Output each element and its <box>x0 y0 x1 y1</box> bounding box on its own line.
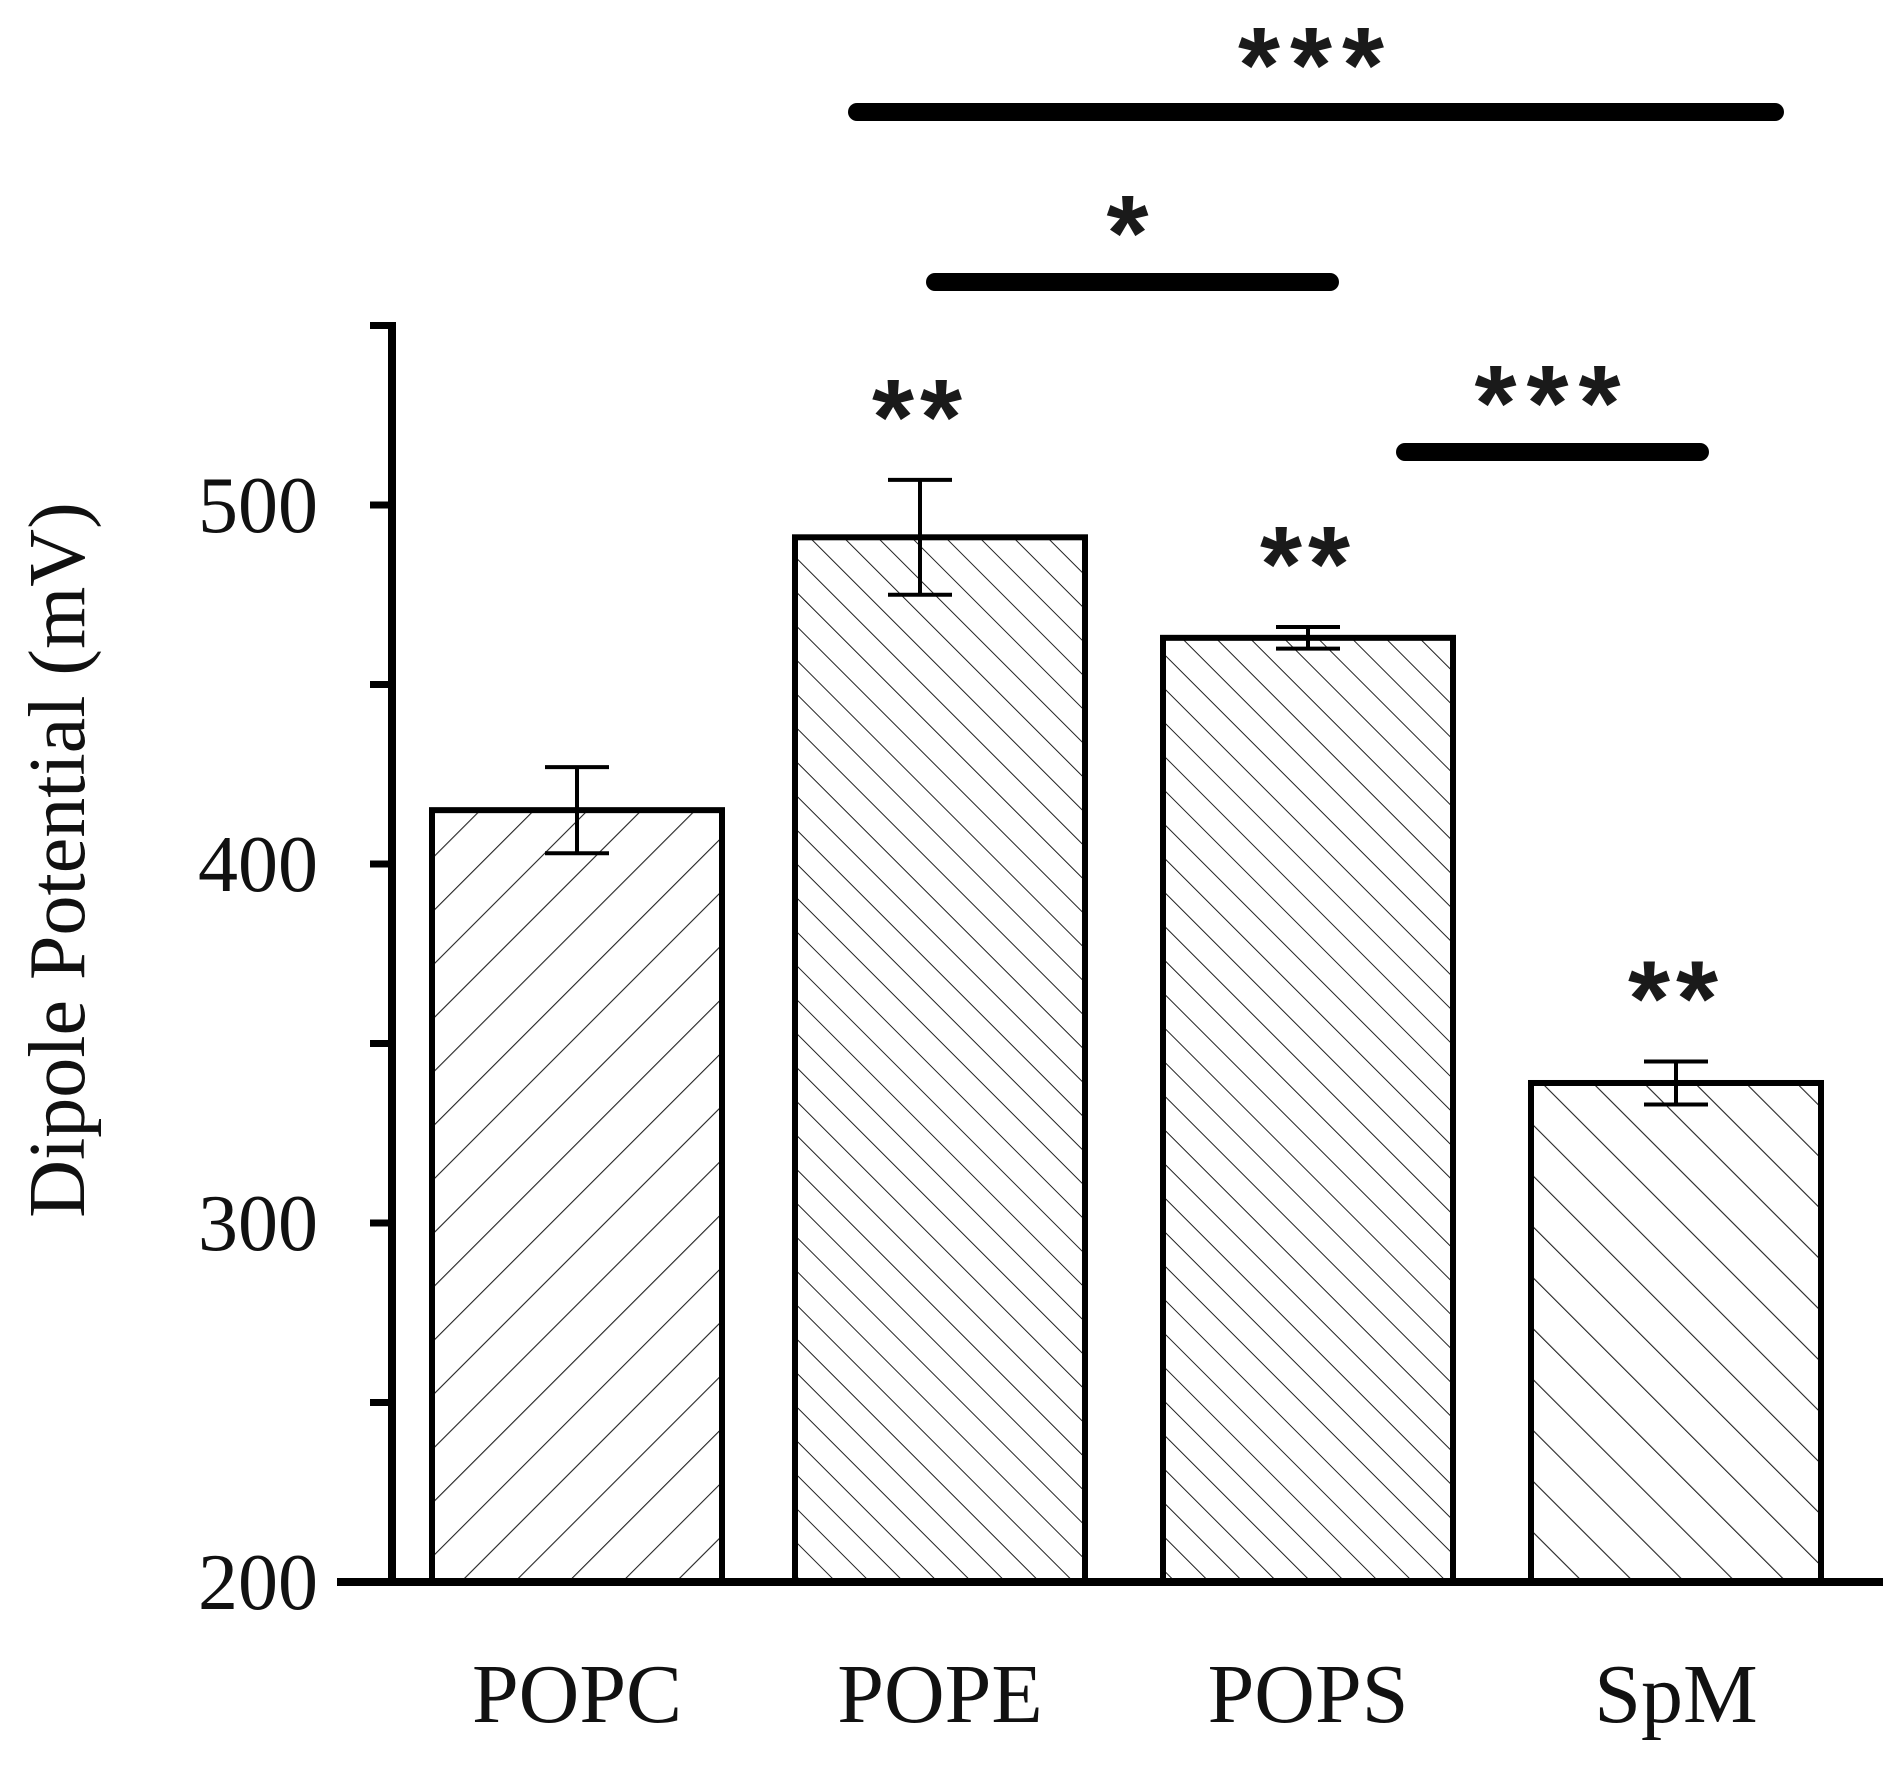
y-ticks <box>370 322 392 1406</box>
significance-bracket: *** <box>848 4 1784 125</box>
error-bar <box>1644 1059 1708 1107</box>
bar-mark: ** <box>872 356 968 477</box>
x-tick-label: POPS <box>1208 1648 1409 1741</box>
significance-bracket: * <box>926 172 1339 293</box>
error-bar <box>1276 625 1340 651</box>
y-tick-label: 500 <box>198 462 318 550</box>
error-bar <box>545 765 609 856</box>
bar-mark: ** <box>1260 503 1356 624</box>
y-axis-label: Dipole Potential (mV) <box>14 502 102 1217</box>
bars <box>429 534 1824 1585</box>
y-tick-label: 200 <box>198 1539 318 1627</box>
bar-popc <box>429 807 725 1585</box>
error-bars <box>545 477 1708 1107</box>
error-bar <box>888 477 952 597</box>
x-tick-label: POPE <box>837 1648 1042 1741</box>
y-tick-label: 400 <box>198 821 318 909</box>
bar-spm <box>1528 1079 1824 1585</box>
significance-brackets: ******* <box>848 4 1784 463</box>
bar-pops <box>1160 634 1456 1585</box>
x-tick-label: SpM <box>1594 1648 1757 1741</box>
bar-pope <box>792 534 1088 1585</box>
x-tick-labels: POPC POPE POPS SpM <box>472 1648 1758 1741</box>
significance-label: *** <box>1238 4 1394 125</box>
y-tick-labels: 200 300 400 500 <box>198 462 318 1627</box>
bar-mark: ** <box>1628 937 1724 1058</box>
bar-significance-marks: ** ** ** <box>872 356 1724 1059</box>
significance-bracket: *** <box>1396 342 1709 463</box>
x-tick-label: POPC <box>472 1648 682 1741</box>
significance-label: * <box>1106 172 1158 293</box>
y-tick-label: 300 <box>198 1180 318 1268</box>
significance-label: *** <box>1474 342 1630 463</box>
